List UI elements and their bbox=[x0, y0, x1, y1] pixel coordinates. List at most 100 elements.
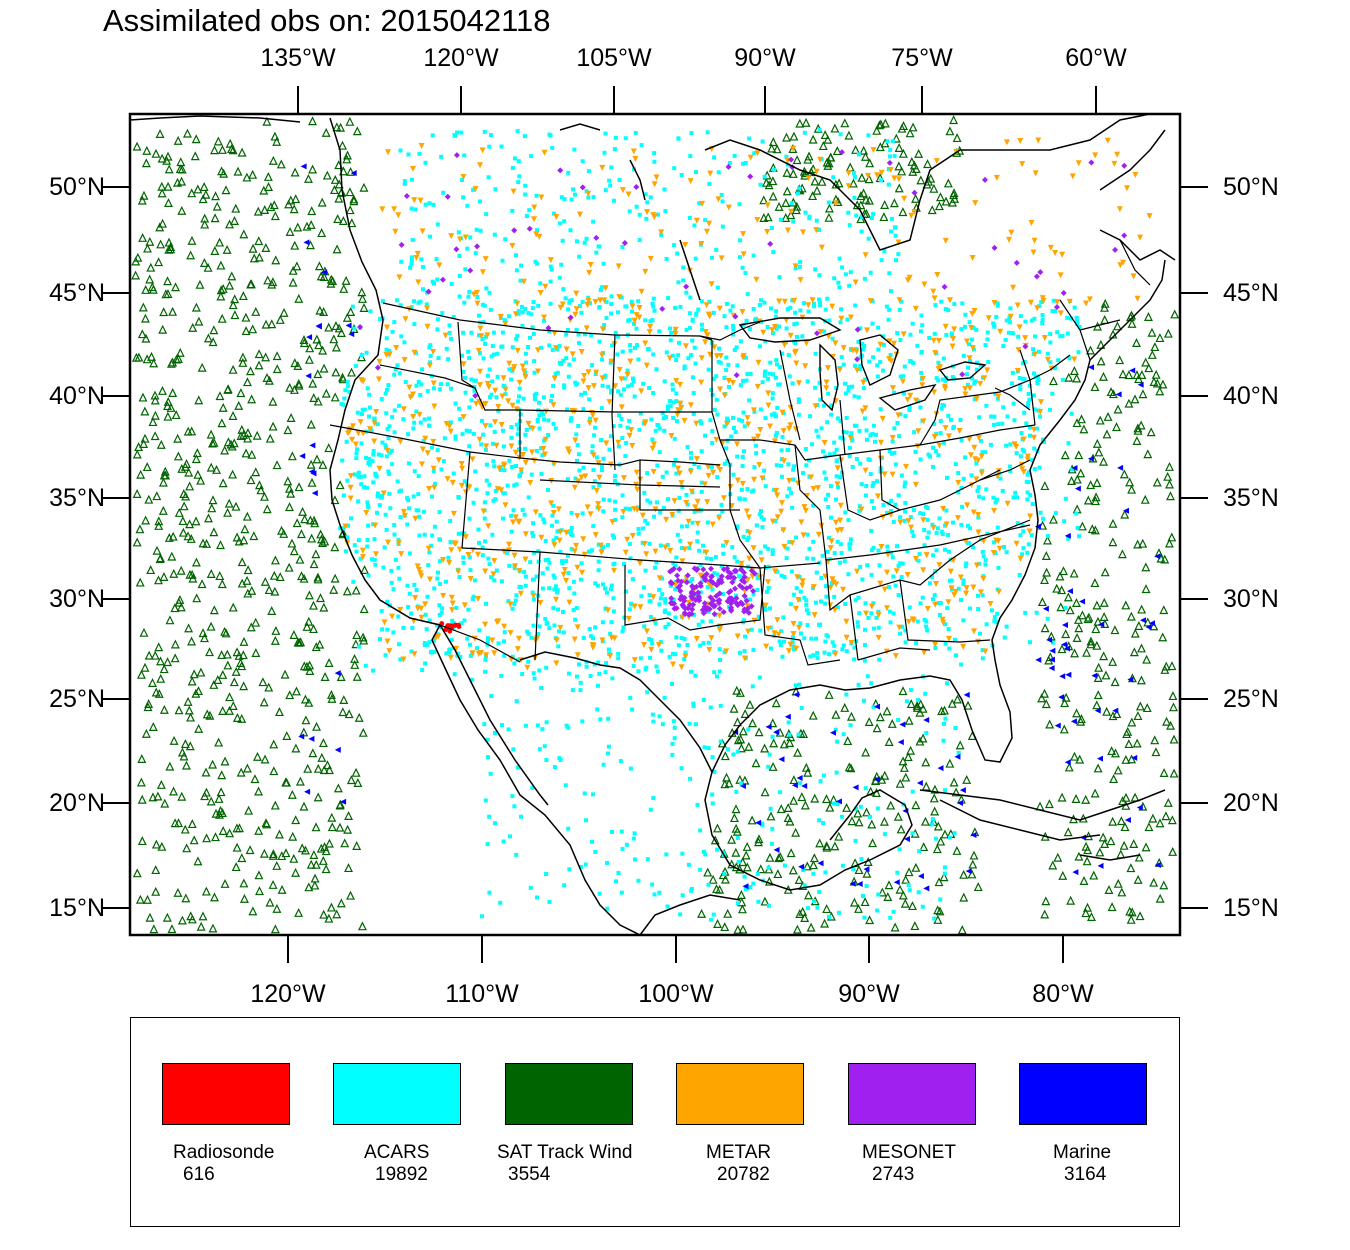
metar-marker bbox=[945, 599, 952, 606]
acars-marker bbox=[630, 577, 635, 582]
sat-track-wind-marker bbox=[131, 352, 141, 362]
acars-marker bbox=[731, 425, 736, 430]
acars-marker bbox=[627, 507, 632, 512]
acars-marker bbox=[795, 191, 800, 196]
sat-track-wind-marker bbox=[143, 243, 152, 253]
acars-marker bbox=[1050, 391, 1055, 396]
metar-marker bbox=[498, 487, 505, 494]
acars-marker bbox=[583, 390, 588, 395]
sat-track-wind-marker bbox=[208, 923, 218, 933]
metar-marker bbox=[599, 326, 606, 333]
metar-marker bbox=[597, 542, 604, 549]
acars-marker bbox=[895, 331, 900, 336]
acars-marker bbox=[531, 597, 536, 602]
acars-marker bbox=[628, 343, 633, 348]
left-lat-label: 15°N bbox=[49, 894, 105, 922]
sat-track-wind-marker bbox=[217, 166, 227, 176]
sat-track-wind-marker bbox=[1081, 908, 1091, 918]
acars-marker bbox=[808, 654, 813, 659]
acars-marker bbox=[545, 566, 550, 571]
metar-marker bbox=[347, 484, 354, 491]
metar-marker bbox=[803, 340, 810, 347]
sat-track-wind-marker bbox=[274, 829, 284, 839]
sat-track-wind-marker bbox=[157, 188, 167, 198]
acars-marker bbox=[372, 537, 377, 542]
acars-marker bbox=[720, 592, 725, 597]
acars-marker bbox=[389, 580, 394, 585]
sat-track-wind-marker bbox=[306, 240, 315, 250]
acars-marker bbox=[1020, 376, 1025, 381]
acars-marker bbox=[466, 349, 471, 354]
acars-marker bbox=[1072, 305, 1077, 310]
sat-track-wind-marker bbox=[239, 636, 249, 646]
acars-marker bbox=[742, 424, 747, 429]
acars-marker bbox=[770, 548, 775, 553]
sat-track-wind-marker bbox=[187, 636, 197, 646]
acars-marker bbox=[852, 657, 857, 662]
acars-marker bbox=[780, 434, 785, 439]
top-lon-label: 135°W bbox=[260, 44, 336, 72]
sat-track-wind-marker bbox=[295, 776, 305, 786]
acars-marker bbox=[669, 681, 674, 686]
acars-marker bbox=[875, 374, 880, 379]
metar-marker bbox=[442, 332, 449, 339]
acars-marker bbox=[688, 295, 693, 300]
sat-track-wind-marker bbox=[335, 480, 345, 490]
acars-marker bbox=[514, 268, 519, 273]
acars-marker bbox=[487, 482, 492, 487]
acars-marker bbox=[645, 690, 650, 695]
sat-track-wind-marker bbox=[294, 293, 304, 303]
acars-marker bbox=[726, 362, 731, 367]
metar-marker bbox=[389, 613, 396, 620]
acars-marker bbox=[645, 471, 650, 476]
acars-marker bbox=[460, 177, 465, 182]
acars-marker bbox=[1001, 344, 1006, 349]
metar-marker bbox=[838, 527, 845, 534]
sat-track-wind-marker bbox=[261, 319, 271, 329]
sat-track-wind-marker bbox=[1149, 621, 1159, 631]
sat-track-wind-marker bbox=[340, 838, 350, 848]
sat-track-wind-marker bbox=[210, 213, 220, 223]
acars-marker bbox=[804, 602, 809, 607]
sat-track-wind-marker bbox=[247, 585, 257, 595]
acars-marker bbox=[766, 764, 771, 769]
sat-track-wind-marker bbox=[358, 293, 367, 303]
acars-marker bbox=[425, 642, 430, 647]
sat-track-wind-marker bbox=[241, 448, 251, 458]
acars-marker bbox=[549, 398, 554, 403]
acars-marker bbox=[943, 378, 948, 383]
acars-marker bbox=[565, 477, 570, 482]
acars-marker bbox=[409, 258, 414, 263]
acars-marker bbox=[620, 515, 625, 520]
acars-marker bbox=[772, 167, 777, 172]
acars-marker bbox=[648, 655, 653, 660]
acars-marker bbox=[851, 866, 856, 871]
acars-marker bbox=[531, 623, 536, 628]
sat-track-wind-marker bbox=[803, 154, 813, 164]
acars-marker bbox=[672, 436, 677, 441]
acars-marker bbox=[757, 344, 762, 349]
acars-marker bbox=[406, 461, 411, 466]
sat-track-wind-marker bbox=[1116, 816, 1126, 826]
sat-track-wind-marker bbox=[168, 306, 178, 316]
sat-track-wind-marker bbox=[159, 572, 169, 581]
metar-marker bbox=[924, 605, 931, 612]
metar-marker bbox=[618, 376, 625, 383]
acars-marker bbox=[1050, 640, 1055, 645]
acars-marker bbox=[1067, 356, 1072, 361]
acars-marker bbox=[611, 596, 616, 601]
sat-track-wind-marker bbox=[877, 887, 887, 897]
sat-track-wind-marker bbox=[248, 243, 258, 253]
metar-marker bbox=[877, 439, 884, 446]
acars-marker bbox=[367, 405, 372, 410]
mesonet-marker bbox=[688, 610, 695, 617]
sat-track-wind-marker bbox=[1087, 912, 1096, 921]
acars-marker bbox=[871, 481, 876, 486]
metar-marker bbox=[966, 385, 973, 392]
acars-marker bbox=[645, 857, 650, 862]
acars-marker bbox=[674, 635, 679, 640]
metar-marker bbox=[906, 274, 913, 281]
sat-track-wind-marker bbox=[292, 518, 302, 528]
metar-marker bbox=[796, 624, 803, 631]
sat-track-wind-marker bbox=[347, 218, 357, 228]
